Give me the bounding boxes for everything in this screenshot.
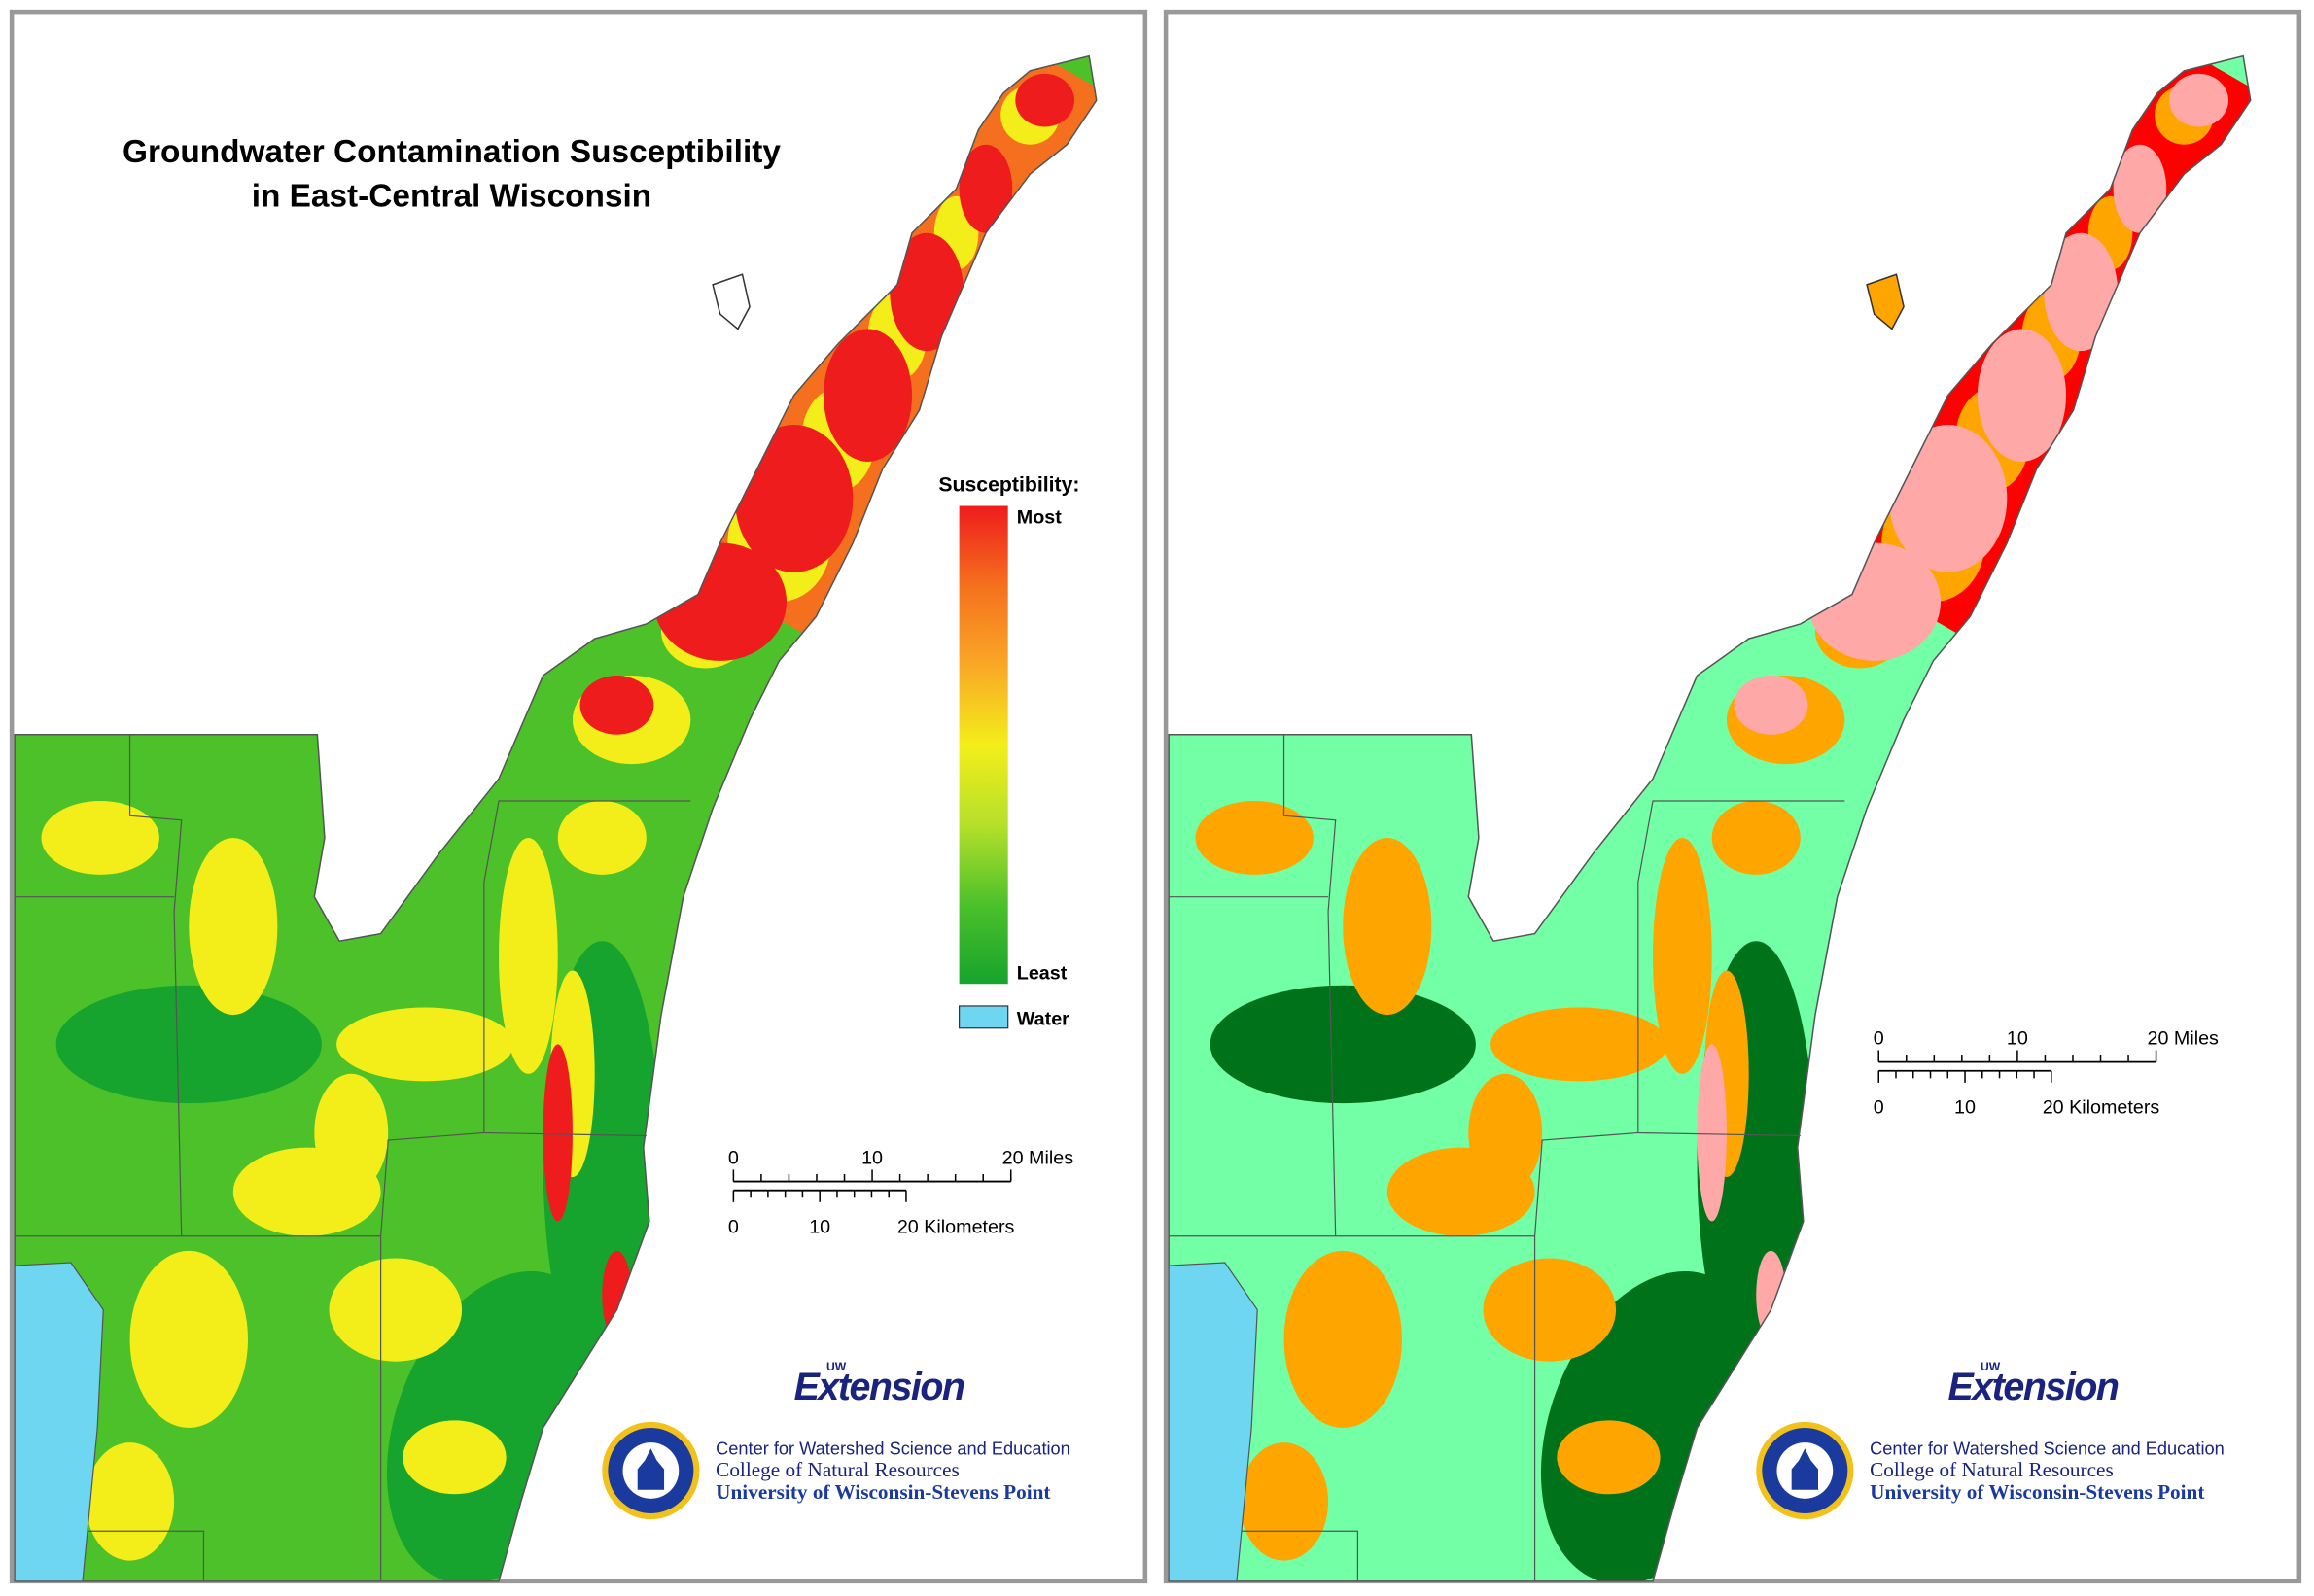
lake — [1168, 1262, 1258, 1582]
zone — [1734, 676, 1808, 735]
zone — [1240, 1442, 1329, 1561]
zone — [1483, 1258, 1617, 1362]
seal-building — [637, 1448, 665, 1490]
scale-label: 20 Kilometers — [2043, 1097, 2160, 1119]
scale-label: 0 — [1874, 1027, 1884, 1049]
scale-label: 10 — [861, 1147, 883, 1168]
scale-label: 20 Kilometers — [897, 1217, 1015, 1238]
seal-building — [1791, 1448, 1818, 1490]
legend-ramp — [959, 505, 1008, 985]
zone — [86, 1442, 175, 1561]
zone — [734, 425, 854, 572]
logo-line: College of Natural Resources — [716, 1458, 960, 1481]
logo-line: Center for Watershed Science and Educati… — [1870, 1439, 2225, 1458]
zone — [129, 1250, 248, 1428]
logo-line: Center for Watershed Science and Educati… — [716, 1439, 1070, 1458]
zone — [1283, 1250, 1402, 1428]
county-lines — [15, 734, 691, 1581]
zone — [543, 1044, 573, 1222]
zone — [890, 232, 964, 352]
zone — [1015, 73, 1074, 127]
legend-title: Susceptibility: — [938, 472, 1079, 496]
map-title: Groundwater Contamination Susceptibility — [123, 134, 781, 170]
scale-bar: 0 10 20 Miles 0 10 20 Kilometers — [728, 1147, 1073, 1237]
island — [1866, 273, 1905, 330]
zone — [314, 1073, 389, 1193]
island — [712, 273, 751, 330]
brand: Extension — [794, 1366, 964, 1408]
zone — [823, 329, 913, 462]
zone — [1697, 1044, 1727, 1222]
zone — [2044, 232, 2119, 352]
zone — [1343, 837, 1432, 1016]
zone — [403, 1420, 507, 1495]
scale-label: 0 — [728, 1147, 739, 1168]
zone — [1653, 837, 1712, 1074]
legend-low: Least — [1017, 963, 1068, 985]
zone — [557, 801, 647, 875]
lake — [14, 1262, 104, 1582]
zone — [1195, 801, 1314, 875]
logo-line: University of Wisconsin-Stevens Point — [1870, 1480, 2204, 1504]
zone — [499, 837, 558, 1074]
scale-label: 10 — [809, 1217, 830, 1238]
zone — [1977, 329, 2066, 462]
scale-label: 0 — [728, 1217, 739, 1238]
zone — [959, 144, 1013, 233]
zone — [579, 676, 654, 735]
scale-bar: 0 10 20 Miles 0 10 20 Kilometers — [1874, 1027, 2219, 1118]
zone — [1490, 1007, 1668, 1082]
zone — [41, 801, 159, 875]
brand-prefix: UW — [826, 1360, 847, 1373]
zone — [55, 985, 322, 1104]
map-panel: Groundwater Contamination Susceptibility… — [9, 9, 1148, 1584]
brand: Extension — [1948, 1366, 2119, 1408]
zone — [1210, 985, 1476, 1104]
zone — [1888, 425, 2008, 572]
legend-label: Water — [1017, 1009, 1069, 1030]
brand-prefix: UW — [1981, 1360, 2001, 1373]
logo-line: University of Wisconsin-Stevens Point — [716, 1480, 1050, 1504]
zone — [1557, 1420, 1661, 1495]
map-title: in East-Central Wisconsin — [252, 178, 651, 214]
logo-line: College of Natural Resources — [1870, 1458, 2114, 1481]
scale-label: 20 Miles — [2147, 1027, 2219, 1049]
zone — [189, 837, 278, 1016]
zone — [2113, 144, 2167, 233]
zone — [1711, 801, 1801, 875]
zone — [1468, 1073, 1543, 1193]
scale-label: 20 Miles — [1002, 1147, 1074, 1168]
scale-label: 10 — [1954, 1097, 1976, 1119]
zone — [329, 1258, 463, 1362]
scale-label: 0 — [1874, 1097, 1884, 1119]
scale-label: 10 — [2007, 1027, 2028, 1049]
legend-swatch — [959, 1005, 1009, 1029]
legend-high: Most — [1017, 507, 1062, 529]
county-lines — [1169, 734, 1845, 1581]
zone — [336, 1007, 514, 1082]
zone — [2169, 73, 2228, 127]
